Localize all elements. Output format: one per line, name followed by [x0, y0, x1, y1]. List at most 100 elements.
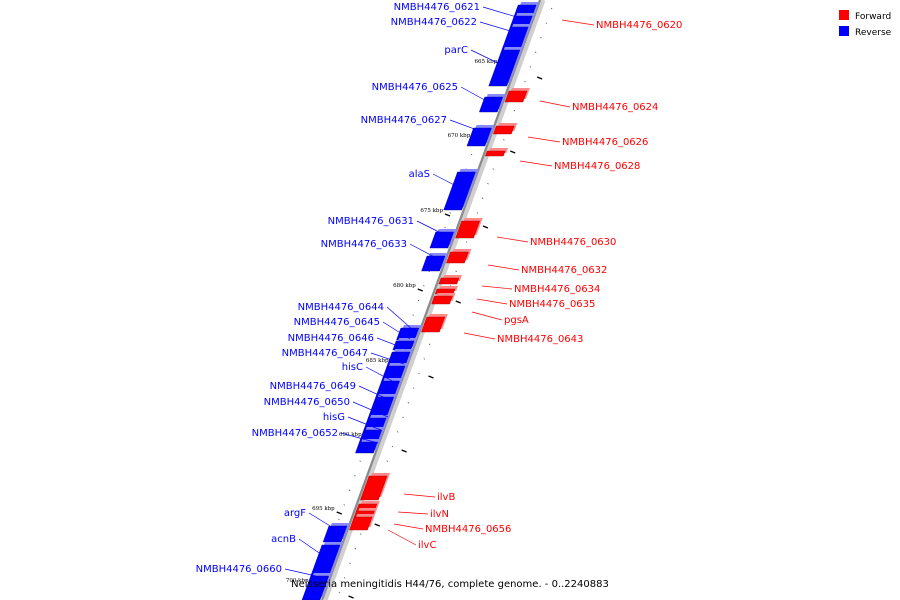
- gene-layer: [301, 2, 540, 600]
- forward-gene[interactable]: [431, 295, 453, 305]
- reverse-gene-leader: [432, 173, 463, 190]
- minor-tick: [349, 562, 351, 565]
- reverse-gene-label[interactable]: hisC: [342, 362, 363, 373]
- forward-gene-label[interactable]: NMBH4476_0624: [572, 102, 658, 113]
- forward-gene[interactable]: [438, 277, 460, 285]
- forward-gene[interactable]: [455, 220, 480, 239]
- forward-gene-label[interactable]: NMBH4476_0630: [530, 237, 616, 248]
- forward-gene[interactable]: [349, 516, 373, 531]
- reverse-gene-label[interactable]: NMBH4476_0645: [294, 317, 380, 328]
- reverse-gene[interactable]: [443, 171, 476, 211]
- minor-tick: [354, 474, 356, 477]
- forward-gene-label[interactable]: ilvC: [418, 540, 436, 551]
- reverse-gene[interactable]: [429, 231, 454, 249]
- reverse-gene-leader: [482, 6, 521, 19]
- forward-gene[interactable]: [446, 251, 469, 264]
- minor-tick: [354, 547, 357, 550]
- reverse-gene-label[interactable]: acnB: [271, 534, 296, 545]
- reverse-gene-label[interactable]: NMBH4476_0627: [361, 115, 447, 126]
- tick-label: 695 kbp: [312, 506, 335, 512]
- reverse-gene-label[interactable]: NMBH4476_0660: [196, 564, 282, 575]
- major-tick: [348, 595, 354, 599]
- reverse-gene-label[interactable]: NMBH4476_0631: [328, 216, 414, 227]
- reverse-gene-label[interactable]: hisG: [323, 412, 345, 423]
- forward-gene-label[interactable]: NMBH4476_0620: [596, 20, 682, 31]
- forward-gene-label[interactable]: NMBH4476_0626: [562, 137, 648, 148]
- forward-gene-label[interactable]: pgsA: [504, 315, 529, 326]
- minor-tick: [455, 270, 457, 273]
- forward-gene-leader: [496, 236, 529, 243]
- minor-tick: [359, 460, 361, 462]
- reverse-gene-leader: [479, 21, 518, 34]
- minor-tick: [386, 460, 388, 462]
- forward-gene-leader: [481, 285, 513, 290]
- minor-tick: [503, 139, 505, 141]
- reverse-gene-label[interactable]: NMBH4476_0625: [372, 82, 458, 93]
- reverse-gene[interactable]: [466, 127, 492, 147]
- reverse-swatch: [839, 26, 849, 36]
- reverse-gene-leader: [340, 432, 379, 444]
- forward-gene-label[interactable]: NMBH4476_0656: [425, 524, 511, 535]
- reverse-gene-leader: [358, 385, 393, 402]
- reverse-gene-label[interactable]: NMBH4476_0647: [282, 348, 368, 359]
- forward-gene-leader: [519, 160, 553, 167]
- reverse-gene-label[interactable]: NMBH4476_0621: [394, 2, 480, 13]
- reverse-gene-leader: [347, 416, 382, 431]
- reverse-gene[interactable]: [301, 575, 330, 600]
- reverse-gene[interactable]: [488, 49, 521, 87]
- forward-gene-leader: [539, 100, 571, 108]
- minor-tick: [465, 241, 468, 243]
- reverse-gene-label[interactable]: parC: [444, 45, 468, 56]
- reverse-gene-label[interactable]: NMBH4476_0644: [298, 302, 384, 313]
- reverse-gene-label[interactable]: argF: [284, 508, 306, 519]
- minor-tick: [417, 299, 420, 302]
- forward-gene[interactable]: [485, 150, 506, 157]
- reverse-gene-leader: [376, 337, 407, 350]
- reverse-gene-label[interactable]: NMBH4476_0649: [270, 381, 356, 392]
- minor-tick: [524, 80, 526, 83]
- reverse-gene[interactable]: [355, 441, 378, 454]
- forward-gene-label[interactable]: ilvB: [437, 492, 455, 503]
- forward-gene-label[interactable]: NMBH4476_0632: [521, 265, 607, 276]
- forward-gene-leader: [527, 136, 561, 143]
- forward-gene-label[interactable]: NMBH4476_0643: [497, 334, 583, 345]
- minor-tick: [348, 489, 351, 492]
- forward-gene[interactable]: [493, 125, 515, 135]
- reverse-gene-label[interactable]: NMBH4476_0633: [321, 239, 407, 250]
- genome-caption: Neisseria meningitidis H44/76, complete …: [291, 579, 609, 590]
- reverse-gene-label[interactable]: NMBH4476_0622: [391, 17, 477, 28]
- tick-label: 690 kbp: [339, 432, 362, 438]
- minor-tick: [407, 401, 410, 404]
- reverse-gene-label[interactable]: NMBH4476_0646: [288, 333, 374, 344]
- forward-gene[interactable]: [504, 90, 528, 103]
- forward-gene[interactable]: [421, 316, 446, 333]
- major-tick: [536, 76, 543, 80]
- forward-legend-label: Forward: [855, 12, 891, 22]
- forward-swatch: [839, 10, 849, 20]
- major-tick: [417, 288, 423, 292]
- reverse-gene-label[interactable]: alaS: [409, 169, 430, 180]
- reverse-gene-label[interactable]: NMBH4476_0650: [264, 397, 350, 408]
- forward-gene-label[interactable]: NMBH4476_0634: [514, 284, 600, 295]
- forward-gene-leader: [471, 311, 503, 321]
- forward-gene-leader: [387, 529, 417, 546]
- reverse-gene-leader: [416, 220, 448, 237]
- reverse-gene-leader: [386, 306, 414, 331]
- forward-gene-label[interactable]: NMBH4476_0635: [509, 299, 595, 310]
- major-tick: [482, 225, 489, 229]
- minor-tick: [492, 168, 495, 170]
- minor-tick: [476, 212, 479, 214]
- forward-gene-label[interactable]: NMBH4476_0628: [554, 161, 640, 172]
- minor-tick: [444, 226, 446, 229]
- minor-tick: [513, 109, 516, 112]
- minor-tick: [396, 431, 399, 433]
- label-layer: NMBH4476_0621 NMBH4476_0622 parC NMBH4476_0…: [196, 2, 682, 577]
- forward-gene-label[interactable]: ilvN: [430, 509, 449, 520]
- minor-tick: [343, 577, 346, 579]
- reverse-gene-leader: [382, 321, 411, 340]
- forward-gene[interactable]: [360, 475, 388, 501]
- major-tick: [509, 150, 516, 154]
- reverse-gene-label[interactable]: NMBH4476_0652: [252, 428, 338, 439]
- reverse-gene[interactable]: [479, 96, 504, 113]
